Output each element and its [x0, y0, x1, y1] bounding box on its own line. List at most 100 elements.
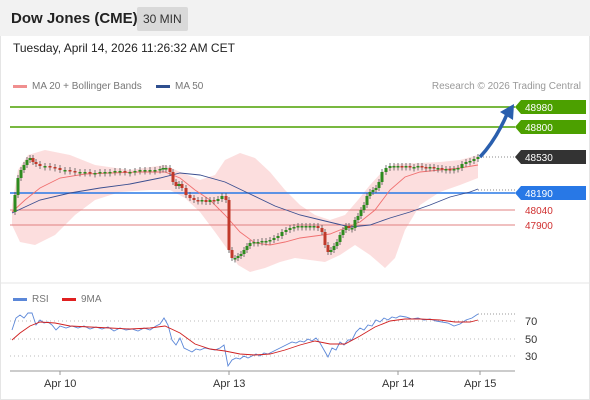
- candle-body: [264, 241, 268, 243]
- price-label-48530-text: 48530: [525, 153, 553, 164]
- candle-body: [436, 168, 440, 170]
- candle-body: [242, 250, 246, 254]
- candle-body: [236, 256, 240, 258]
- candle-body: [138, 170, 142, 172]
- candle-body: [161, 168, 165, 170]
- candle-body: [448, 169, 452, 171]
- candle-body: [412, 167, 416, 169]
- candle-body: [384, 168, 388, 172]
- candle-body: [356, 216, 360, 220]
- candle-body: [200, 200, 204, 202]
- price-label-48040: 48040: [525, 206, 553, 217]
- candle-body: [424, 167, 428, 169]
- candle-body: [34, 162, 38, 164]
- candle-body: [388, 166, 392, 168]
- candle-body: [288, 228, 292, 230]
- rsi-ma-swatch: [62, 297, 76, 301]
- candle-body: [108, 172, 112, 174]
- price-label-48800-text: 48800: [525, 123, 553, 134]
- chart-header: Dow Jones (CME) 30 MIN: [0, 0, 590, 36]
- candle-body: [332, 246, 336, 250]
- candle-body: [31, 158, 35, 162]
- timestamp: Tuesday, April 14, 2026 11:26:32 AM CET: [13, 41, 235, 55]
- candle-body: [204, 200, 208, 202]
- candle-body: [192, 198, 196, 200]
- candle-body: [268, 240, 272, 242]
- ma20-line: [11, 164, 479, 246]
- candle-body: [78, 172, 82, 174]
- candle-body: [148, 170, 152, 172]
- candle-body: [28, 158, 32, 160]
- candle-body: [68, 170, 72, 172]
- candle-body: [347, 226, 351, 228]
- candle-body: [212, 200, 216, 202]
- candle-body: [43, 166, 47, 168]
- candle-body: [308, 226, 312, 228]
- legend-ma20: MA 20 + Bollinger Bands: [13, 81, 142, 92]
- candle-body: [284, 230, 288, 232]
- candle-body: [220, 196, 224, 199]
- timeframe-badge[interactable]: 30 MIN: [137, 7, 188, 31]
- candle-body: [377, 182, 381, 188]
- candle-body: [123, 171, 127, 173]
- candle-body: [359, 210, 363, 216]
- candle-body: [420, 166, 424, 168]
- candle-body: [444, 169, 448, 171]
- candle-body: [396, 166, 400, 168]
- candle-body: [158, 169, 162, 171]
- candle-body: [13, 195, 17, 212]
- forecast-arrow-line: [478, 111, 510, 159]
- candle-body: [164, 168, 168, 170]
- candle-body: [300, 226, 304, 228]
- research-credit: Research © 2026 Trading Central: [431, 81, 581, 92]
- candle-body: [98, 172, 102, 174]
- candlesticks: [13, 154, 480, 263]
- candle-body: [416, 166, 420, 168]
- candle-body: [256, 242, 260, 244]
- candle-body: [428, 167, 432, 169]
- candle-body: [19, 170, 23, 178]
- candle-body: [93, 173, 97, 175]
- candle-body: [260, 241, 264, 243]
- candle-body: [174, 182, 178, 186]
- candle-body: [118, 171, 122, 173]
- candle-body: [326, 245, 330, 252]
- candle-body: [368, 192, 372, 196]
- price-label-48190-text: 48190: [525, 189, 553, 200]
- price-label-48980: 48980: [515, 100, 586, 114]
- price-label-48980-text: 48980: [525, 103, 553, 114]
- candle-body: [227, 200, 231, 250]
- candle-body: [280, 232, 284, 236]
- candle-body: [196, 200, 200, 202]
- candle-body: [350, 228, 354, 230]
- candle-body: [133, 171, 137, 173]
- candle-body: [362, 205, 366, 210]
- forecast-arrow-head: [500, 104, 514, 120]
- ma50-line: [11, 172, 479, 228]
- legend-rsi-ma-label: 9MA: [81, 294, 102, 305]
- rsi-ma-line: [11, 318, 479, 356]
- candle-body: [216, 199, 220, 201]
- candle-body: [177, 184, 181, 186]
- x-label-apr14: Apr 14: [382, 378, 414, 390]
- price-label-48530: 48530: [515, 150, 586, 164]
- candle-body: [230, 250, 234, 258]
- candle-body: [374, 188, 378, 190]
- candle-body: [16, 178, 20, 195]
- legend-rsi-ma: 9MA: [62, 294, 102, 305]
- candle-body: [344, 226, 348, 230]
- candle-body: [338, 235, 342, 242]
- candle-body: [456, 168, 460, 170]
- legend-ma50-label: MA 50: [175, 81, 204, 92]
- candle-body: [432, 167, 436, 169]
- candle-body: [73, 171, 77, 173]
- candle-body: [184, 188, 188, 195]
- candle-body: [88, 172, 92, 174]
- x-label-apr15: Apr 15: [464, 378, 496, 390]
- candle-body: [22, 165, 26, 170]
- rsi-label-50: 50: [525, 334, 537, 346]
- candle-body: [400, 166, 404, 168]
- candle-body: [296, 226, 300, 228]
- candle-body: [239, 254, 243, 256]
